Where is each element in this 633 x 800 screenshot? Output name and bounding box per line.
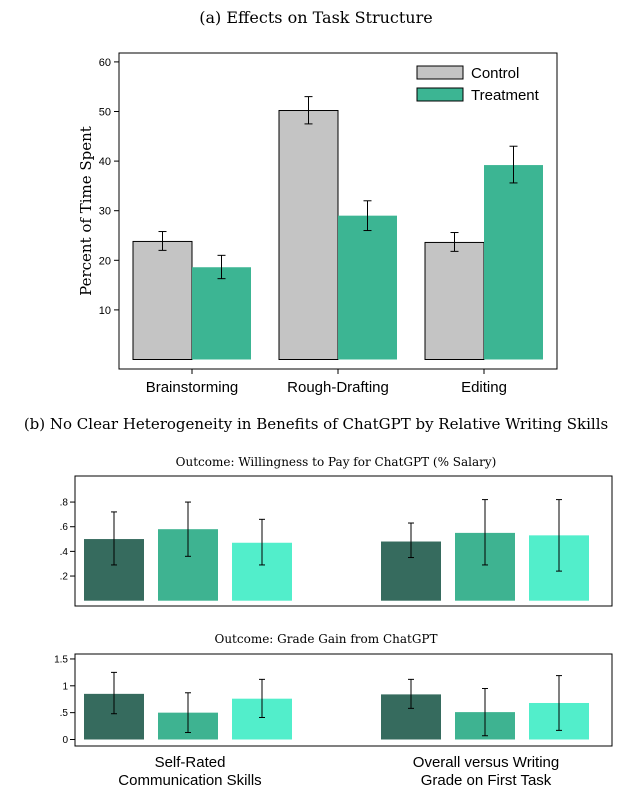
group-label-2-line2: Grade on First Task — [421, 772, 552, 789]
legend-swatch-treatment — [416, 87, 464, 102]
panel-b2-title: Outcome: Grade Gain from ChatGPT — [214, 632, 437, 646]
group-label-1-line1: Self-Rated — [155, 754, 226, 771]
bar-treatment-rough-drafting — [338, 215, 397, 360]
panel-b2-errorbar-g1-2 — [185, 692, 191, 734]
panel-b1-ytick-label: .2 — [60, 572, 69, 583]
panel-b2-ytick-label: 1.5 — [54, 654, 68, 665]
legend-swatch-control — [416, 65, 464, 80]
errorbar-treatment-editing — [509, 145, 518, 184]
panel-b2-errorbar-g2-1 — [408, 678, 414, 709]
panel-b2-ytick-label: 1 — [62, 681, 68, 692]
bar-control-brainstorming — [132, 240, 193, 360]
errorbar-control-brainstorming — [158, 231, 167, 251]
panel-b1-errorbar-g2-1 — [408, 522, 414, 559]
panel-b2-plot-frame — [74, 653, 613, 747]
group-label-2-line1: Overall versus Writing — [413, 754, 559, 771]
errorbar-treatment-rough-drafting — [363, 200, 372, 232]
panel-b1-chart: .2 .4 .6 .8 — [60, 498, 589, 601]
panel-b2-errorbar-g2-3 — [556, 675, 562, 731]
panel-a-ylabel: Percent of Time Spent — [77, 126, 95, 296]
panel-b1-errorbar-g2-3 — [556, 499, 562, 572]
panel-a-xtick-label: Rough-Drafting — [287, 379, 389, 396]
panel-b1-errorbar-g2-2 — [482, 499, 488, 566]
panel-a-xtick-label: Editing — [461, 379, 507, 396]
panel-b1-errorbar-g1-2 — [185, 501, 191, 557]
panel-b1-ytick-label: .4 — [60, 547, 69, 558]
panel-b2-ytick-label: 0 — [62, 735, 68, 746]
panel-a-ytick-label: 10 — [99, 305, 111, 317]
panel-a-xtick-label: Brainstorming — [146, 379, 239, 396]
panel-b1-title: Outcome: Willingness to Pay for ChatGPT … — [176, 455, 497, 469]
bar-control-rough-drafting — [278, 110, 339, 361]
panel-b1-errorbar-g1-1 — [111, 511, 117, 566]
panel-b2-chart: 0 .5 1 1.5 — [54, 654, 589, 746]
legend-label-control: Control — [471, 65, 519, 82]
errorbar-treatment-brainstorming — [217, 254, 226, 280]
panel-a-ytick-label: 40 — [99, 156, 111, 168]
errorbar-control-editing — [450, 232, 459, 252]
panel-a-ytick-label: 50 — [99, 107, 111, 119]
panel-b1-errorbar-g1-3 — [259, 518, 265, 566]
panel-b-title: (b) No Clear Heterogeneity in Benefits o… — [24, 415, 608, 433]
bar-treatment-brainstorming — [192, 267, 251, 360]
group-label-1-line2: Communication Skills — [118, 772, 261, 789]
panel-b1-ytick-label: .6 — [60, 522, 69, 533]
bar-treatment-editing — [484, 165, 543, 360]
panel-b2-errorbar-g1-1 — [111, 671, 117, 715]
panel-a-ytick-label: 30 — [99, 206, 111, 218]
panel-b2-ytick-label: .5 — [60, 708, 69, 719]
panel-b2-errorbar-g2-2 — [482, 687, 488, 737]
panel-a-ytick-label: 60 — [99, 57, 111, 69]
panel-a-title: (a) Effects on Task Structure — [199, 8, 432, 27]
panel-b1-ytick-label: .8 — [60, 498, 69, 509]
errorbar-control-rough-drafting — [304, 96, 313, 125]
panel-a-chart: 10 20 30 40 50 60 Brainstorming Rough-Drafting E… — [99, 57, 543, 396]
panel-a-ytick-label: 20 — [99, 255, 111, 267]
legend-label-treatment: Treatment — [471, 87, 540, 104]
panel-b2-errorbar-g1-3 — [259, 678, 265, 718]
legend: Control Treatment — [416, 65, 540, 104]
bar-control-editing — [424, 241, 485, 360]
panel-b1-plot-frame — [74, 475, 613, 607]
